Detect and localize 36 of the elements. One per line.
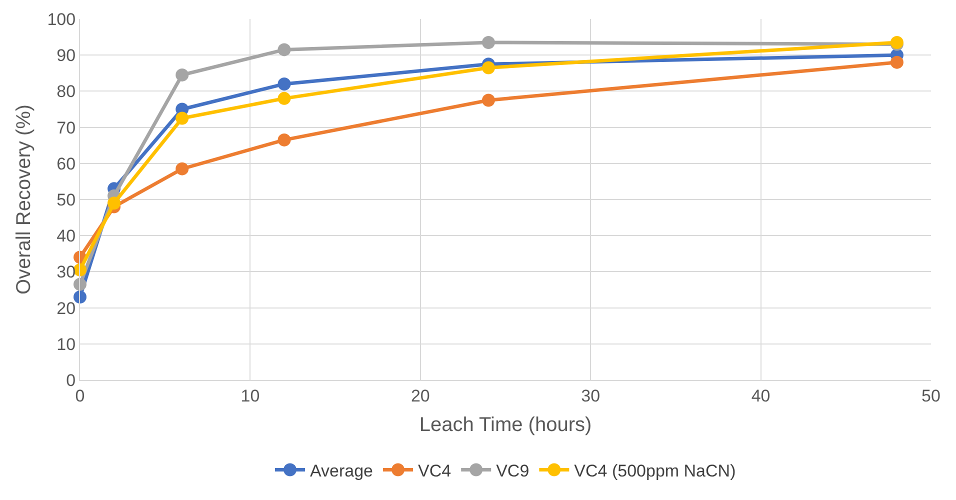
y-tick-label: 100 xyxy=(47,10,76,29)
y-tick-label: 20 xyxy=(56,298,76,318)
legend-label: Average xyxy=(310,461,374,480)
point xyxy=(482,94,495,107)
point xyxy=(482,36,495,49)
x-axis-title: Leach Time (hours) xyxy=(419,414,592,436)
legend-label: VC4 xyxy=(418,461,452,480)
point xyxy=(176,112,189,125)
legend-label: VC4 (500ppm NaCN) xyxy=(574,461,736,480)
y-tick-label: 60 xyxy=(56,154,76,174)
x-tick-label: 20 xyxy=(410,386,430,406)
point xyxy=(108,196,121,210)
y-tick-label: 30 xyxy=(56,262,76,282)
point xyxy=(278,133,291,146)
point xyxy=(176,162,189,176)
point xyxy=(176,68,189,82)
point xyxy=(278,43,291,56)
point xyxy=(74,278,86,291)
x-tick-label: 40 xyxy=(751,386,770,406)
x-tick-label: 10 xyxy=(240,386,260,406)
point xyxy=(890,56,904,69)
y-tick-label: 10 xyxy=(56,334,76,354)
point xyxy=(482,61,495,74)
y-tick-label: 50 xyxy=(56,190,76,210)
y-tick-label: 80 xyxy=(56,82,76,102)
y-tick-label: 0 xyxy=(66,370,76,390)
legend-label: VC9 xyxy=(496,461,530,480)
point xyxy=(278,92,291,105)
y-tick-label: 90 xyxy=(56,46,76,66)
y-tick-label: 40 xyxy=(56,226,76,246)
point xyxy=(74,290,86,304)
y-axis-title: Overall Recovery (%) xyxy=(13,104,35,295)
x-tick-label: 50 xyxy=(922,386,940,406)
x-tick-label: 30 xyxy=(581,386,600,406)
y-tick-label: 70 xyxy=(56,118,76,138)
point xyxy=(278,77,291,90)
